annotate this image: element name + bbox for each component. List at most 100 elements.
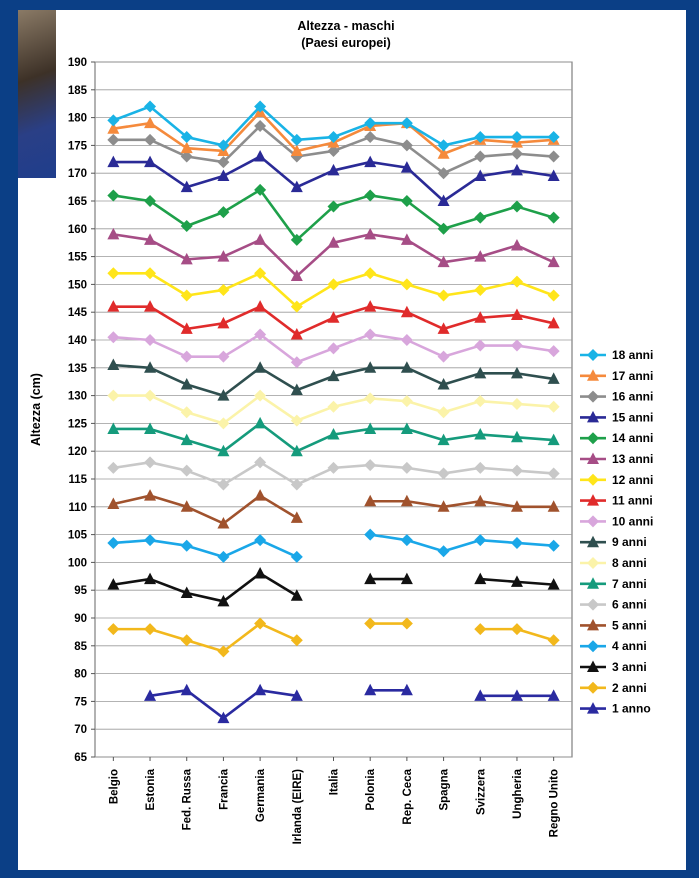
data-point: [547, 131, 560, 144]
legend-marker: [587, 515, 599, 528]
data-point: [144, 233, 157, 245]
data-point: [144, 267, 157, 280]
data-point: [400, 139, 413, 152]
data-point: [474, 311, 487, 323]
data-point: [180, 406, 193, 419]
data-point: [107, 578, 120, 590]
legend-marker: [587, 473, 599, 486]
data-point: [290, 478, 303, 491]
data-point: [290, 414, 303, 427]
y-tick-label: 155: [68, 252, 88, 264]
data-point: [364, 227, 377, 240]
data-point: [180, 220, 193, 233]
data-point: [547, 150, 560, 163]
data-point: [474, 283, 487, 296]
data-point: [547, 345, 560, 358]
legend-label: 7 anni: [612, 577, 647, 591]
data-point: [180, 289, 193, 302]
legend-marker: [587, 494, 599, 506]
legend-item: 4 anni: [580, 639, 647, 653]
data-point: [327, 461, 340, 474]
data-point: [290, 233, 303, 246]
data-point: [400, 395, 413, 408]
data-point: [474, 250, 487, 262]
data-point: [474, 461, 487, 474]
series-line: [113, 494, 298, 525]
data-point: [364, 528, 377, 541]
data-point: [144, 195, 157, 207]
data-point: [290, 444, 303, 457]
data-point: [254, 267, 267, 280]
data-point: [180, 500, 193, 512]
legend-label: 18 anni: [612, 348, 653, 362]
series-2-anni: [107, 617, 560, 658]
data-point: [364, 117, 377, 130]
x-tick-label: Germania: [255, 768, 267, 822]
data-point: [510, 238, 523, 251]
data-point: [254, 119, 267, 132]
series-line: [369, 533, 554, 553]
data-point: [400, 617, 413, 630]
y-tick-label: 130: [68, 391, 87, 403]
data-point: [327, 163, 340, 176]
data-point: [400, 572, 413, 585]
x-tick-label: Francia: [218, 768, 230, 810]
series-4-anni: [107, 528, 560, 563]
data-point: [180, 150, 193, 163]
data-point: [547, 500, 560, 512]
data-point: [547, 372, 560, 384]
legend-label: 16 anni: [612, 390, 653, 404]
legend-item: 8 anni: [580, 556, 647, 570]
data-point: [364, 459, 377, 472]
data-point: [144, 300, 157, 312]
legend-marker: [587, 369, 599, 381]
data-point: [364, 422, 377, 434]
data-point: [290, 180, 303, 193]
data-point: [437, 255, 450, 268]
data-point: [364, 300, 377, 312]
legend-item: 6 anni: [580, 598, 647, 612]
legend-label: 12 anni: [612, 473, 653, 487]
y-tick-label: 90: [74, 613, 87, 625]
data-point: [217, 444, 230, 457]
data-point: [217, 139, 230, 152]
data-point: [437, 377, 450, 390]
data-point: [254, 416, 267, 429]
data-point: [254, 489, 267, 501]
data-point: [364, 189, 377, 202]
data-point: [327, 342, 340, 355]
data-point: [474, 131, 487, 144]
data-point: [290, 300, 303, 313]
portrait-photo: [18, 10, 56, 178]
data-point: [474, 395, 487, 408]
data-point: [437, 467, 450, 480]
data-point: [474, 572, 487, 585]
data-point: [327, 400, 340, 413]
legend-marker: [587, 702, 599, 714]
data-point: [180, 377, 193, 390]
x-tick-label: Ungheria: [512, 768, 524, 818]
series-line: [370, 499, 554, 509]
x-tick-label: Estonia: [145, 768, 157, 810]
data-point: [510, 536, 523, 549]
legend-item: 9 anni: [580, 535, 647, 549]
data-point: [254, 233, 267, 245]
data-point: [144, 361, 157, 373]
data-point: [107, 623, 120, 636]
data-point: [107, 331, 120, 344]
data-point: [327, 311, 340, 323]
legend-item: 7 anni: [580, 577, 647, 591]
y-axis-title: Altezza (cm): [29, 373, 43, 446]
data-point: [107, 267, 120, 280]
series-14-anni: [107, 183, 560, 246]
y-tick-label: 95: [74, 585, 87, 597]
y-tick-label: 170: [68, 168, 87, 180]
data-point: [290, 511, 303, 523]
data-point: [510, 623, 523, 636]
data-point: [510, 464, 523, 477]
legend-marker: [587, 598, 599, 611]
data-point: [290, 327, 303, 340]
data-point: [510, 147, 523, 160]
data-point: [217, 156, 230, 169]
data-point: [474, 428, 487, 440]
